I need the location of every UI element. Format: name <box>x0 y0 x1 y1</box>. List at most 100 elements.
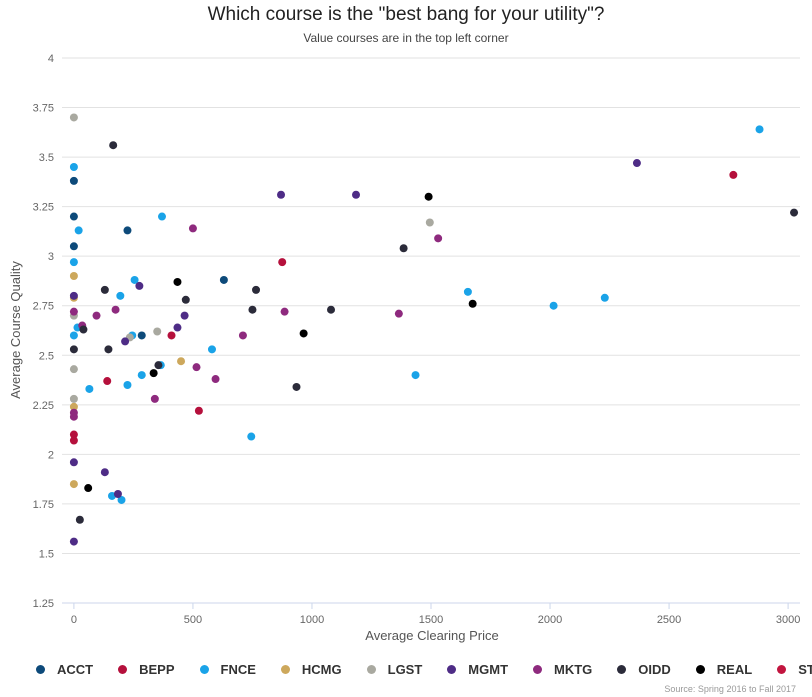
data-point-acct[interactable] <box>69 212 78 221</box>
data-point-hcmg[interactable] <box>69 402 78 411</box>
data-point-bepp[interactable] <box>69 436 78 445</box>
data-point-mgmt[interactable] <box>632 159 641 168</box>
data-point-fnce[interactable] <box>116 291 125 300</box>
data-point-fnce[interactable] <box>69 331 78 340</box>
data-point-fnce[interactable] <box>69 163 78 171</box>
data-point-mktg[interactable] <box>394 309 403 318</box>
legend-item-lgst[interactable]: LGST <box>366 662 422 677</box>
data-point-fnce[interactable] <box>130 275 139 284</box>
data-point-fnce[interactable] <box>247 432 256 441</box>
data-point-oidd[interactable] <box>181 295 190 304</box>
data-point-fnce[interactable] <box>85 384 94 393</box>
data-point-oidd[interactable] <box>79 325 88 334</box>
data-point-fnce[interactable] <box>463 287 472 296</box>
data-point-mgmt[interactable] <box>69 291 78 300</box>
data-point-mgmt[interactable] <box>277 190 286 199</box>
data-point-mktg[interactable] <box>211 375 220 384</box>
data-point-acct[interactable] <box>219 275 228 284</box>
data-point-bepp[interactable] <box>194 406 203 415</box>
data-point-lgst[interactable] <box>69 394 78 403</box>
data-point-acct[interactable] <box>69 176 78 185</box>
data-point-oidd[interactable] <box>790 208 799 217</box>
data-point-lgst[interactable] <box>69 365 78 374</box>
data-point-acct[interactable] <box>123 226 132 235</box>
data-point-mktg[interactable] <box>434 234 443 243</box>
data-point-mgmt[interactable] <box>100 468 109 477</box>
data-point-acct[interactable] <box>69 242 78 251</box>
data-point-oidd[interactable] <box>292 382 301 391</box>
data-point-mktg[interactable] <box>92 311 101 320</box>
data-point-mktg[interactable] <box>69 412 78 421</box>
legend-item-bepp[interactable]: BEPP <box>118 662 175 677</box>
data-point-fnce[interactable] <box>123 381 132 389</box>
data-point-oidd[interactable] <box>109 141 118 150</box>
data-point-mktg[interactable] <box>111 305 120 314</box>
data-point-fnce[interactable] <box>74 226 83 235</box>
x-tick-label: 2000 <box>538 614 562 626</box>
data-point-mktg[interactable] <box>280 307 289 316</box>
data-point-fnce[interactable] <box>600 293 609 302</box>
grid-lines <box>62 57 800 609</box>
data-point-fnce[interactable] <box>549 301 558 310</box>
data-point-lgst[interactable] <box>69 113 78 122</box>
x-tick-labels: 0 500 1000 1500 2000 2500 3000 <box>71 614 800 626</box>
data-point-real[interactable] <box>424 192 433 201</box>
y-tick-label: 4 <box>48 53 54 65</box>
legend-item-fnce[interactable]: FNCE <box>199 662 256 677</box>
data-point-mgmt[interactable] <box>69 458 78 467</box>
data-point-acct[interactable] <box>137 331 146 340</box>
legend-item-mgmt[interactable]: MGMT <box>447 662 508 677</box>
data-point-mgmt[interactable] <box>69 537 78 546</box>
data-point-fnce[interactable] <box>69 258 78 267</box>
data-point-mktg[interactable] <box>192 363 201 372</box>
data-point-hcmg[interactable] <box>69 480 78 489</box>
data-point-real[interactable] <box>173 277 182 286</box>
data-point-mktg[interactable] <box>238 331 247 340</box>
data-point-oidd[interactable] <box>252 285 261 294</box>
data-point-mktg[interactable] <box>150 394 159 403</box>
data-point-lgst[interactable] <box>153 327 162 336</box>
data-point-real[interactable] <box>468 299 477 308</box>
data-point-bepp[interactable] <box>103 377 112 386</box>
legend-item-oidd[interactable]: OIDD <box>617 662 671 677</box>
data-point-bepp[interactable] <box>278 258 287 267</box>
data-point-real[interactable] <box>84 484 93 493</box>
data-point-mgmt[interactable] <box>352 190 361 199</box>
data-point-fnce[interactable] <box>157 212 166 221</box>
data-point-oidd[interactable] <box>327 305 336 314</box>
legend-item-real[interactable]: REAL <box>695 662 752 677</box>
data-point-oidd[interactable] <box>104 345 113 354</box>
data-point-fnce[interactable] <box>411 371 420 380</box>
data-point-real[interactable] <box>149 369 158 378</box>
data-point-lgst[interactable] <box>425 218 434 227</box>
data-point-fnce[interactable] <box>755 125 764 134</box>
data-point-hcmg[interactable] <box>69 272 78 280</box>
data-point-oidd[interactable] <box>399 244 408 253</box>
data-point-real[interactable] <box>299 329 308 338</box>
data-point-bepp[interactable] <box>167 331 176 340</box>
data-point-mgmt[interactable] <box>121 337 130 346</box>
y-tick-label: 1.25 <box>33 598 54 610</box>
chart-title: Which course is the "best bang for your … <box>207 4 605 25</box>
data-point-oidd[interactable] <box>100 285 109 294</box>
legend-item-acct[interactable]: ACCT <box>36 662 93 677</box>
legend-item-hcmg[interactable]: HCMG <box>280 662 342 677</box>
data-point-hcmg[interactable] <box>177 357 186 366</box>
data-point-mgmt[interactable] <box>180 311 189 320</box>
data-point-mktg[interactable] <box>188 224 197 233</box>
data-point-oidd[interactable] <box>248 305 257 314</box>
data-point-oidd[interactable] <box>154 361 163 370</box>
data-point-mgmt[interactable] <box>173 323 182 332</box>
data-point-mgmt[interactable] <box>135 281 144 290</box>
data-point-fnce[interactable] <box>137 371 146 380</box>
data-point-mktg[interactable] <box>69 307 78 316</box>
data-point-oidd[interactable] <box>69 345 78 354</box>
data-point-fnce[interactable] <box>207 345 216 354</box>
legend-item-mktg[interactable]: MKTG <box>533 662 592 677</box>
data-point-bepp[interactable] <box>69 430 78 439</box>
data-point-mgmt[interactable] <box>113 490 122 498</box>
data-point-oidd[interactable] <box>75 515 84 524</box>
data-point-bepp[interactable] <box>729 170 738 179</box>
legend-item-stat[interactable]: STAT <box>777 662 812 677</box>
data-point-fnce[interactable] <box>117 495 126 504</box>
